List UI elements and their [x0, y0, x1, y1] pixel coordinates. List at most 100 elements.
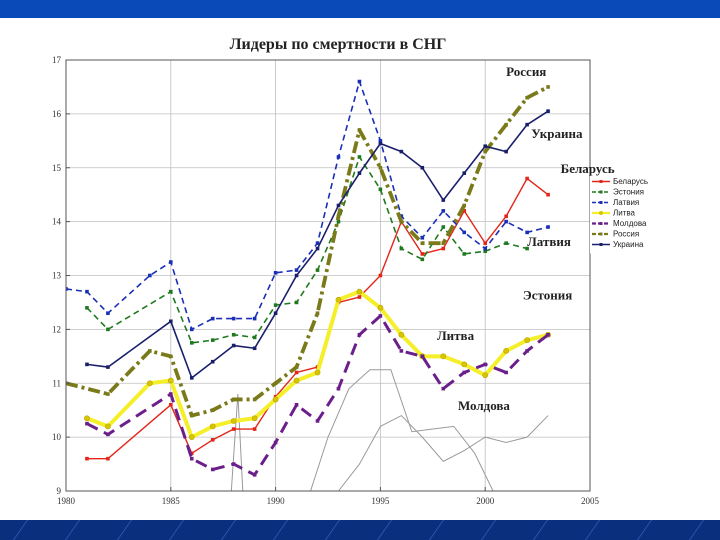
- point-belarus: [106, 456, 110, 461]
- point-belarus: [189, 451, 194, 456]
- point-ukraine: [315, 246, 320, 251]
- y-tick-label: 16: [52, 109, 62, 119]
- bottom-bar-stripe: [168, 520, 185, 540]
- point-ukraine: [462, 171, 467, 175]
- point-latvia: [483, 246, 487, 251]
- point-moldova: [231, 462, 236, 466]
- series-label-estonia: Эстония: [523, 288, 572, 303]
- point-estonia: [85, 306, 89, 310]
- point-russia: [399, 219, 404, 224]
- point-russia: [294, 365, 299, 369]
- point-belarus: [252, 427, 257, 431]
- point-russia: [106, 392, 110, 396]
- x-tick-label: 1995: [371, 496, 390, 506]
- legend-marker-russia: [599, 232, 603, 236]
- bottom-bar-stripe: [64, 520, 81, 540]
- point-estonia: [504, 241, 508, 245]
- series-label-lithuania: Литва: [437, 328, 475, 343]
- point-lithuania: [377, 304, 384, 311]
- point-lithuania: [209, 423, 216, 430]
- legend-marker-estonia: [599, 190, 603, 194]
- point-estonia: [189, 341, 194, 345]
- point-estonia: [294, 300, 299, 305]
- point-latvia: [336, 155, 341, 159]
- point-moldova: [357, 332, 362, 337]
- point-estonia: [231, 332, 236, 337]
- point-belarus: [462, 209, 467, 213]
- point-latvia: [169, 260, 173, 264]
- point-estonia: [441, 225, 446, 229]
- bottom-bar-stripe: [220, 520, 237, 540]
- series-label-belarus: Беларусь: [561, 161, 615, 176]
- point-ukraine: [336, 203, 341, 208]
- series-line-russia: [66, 85, 549, 418]
- point-lithuania: [314, 369, 321, 376]
- legend-label-belarus: Беларусь: [613, 177, 648, 186]
- bottom-bar-stripe: [636, 520, 653, 540]
- point-ukraine: [252, 346, 257, 351]
- point-latvia: [210, 316, 215, 321]
- point-moldova: [210, 467, 215, 472]
- point-russia: [148, 349, 152, 353]
- point-latvia: [504, 219, 508, 224]
- point-russia: [420, 241, 425, 245]
- point-ukraine: [273, 311, 278, 316]
- legend-marker-lithuania: [599, 211, 603, 215]
- point-estonia: [169, 289, 173, 294]
- point-latvia: [399, 214, 404, 219]
- series-label-ukraine: Украина: [531, 126, 583, 141]
- point-lithuania: [461, 361, 468, 368]
- series-label-russia: Россия: [506, 64, 546, 79]
- point-latvia: [462, 230, 467, 235]
- series-line-belarus: [86, 177, 549, 460]
- point-lithuania: [503, 348, 510, 354]
- point-estonia: [378, 187, 383, 192]
- y-tick-label: 12: [52, 324, 61, 334]
- point-lithuania: [440, 353, 447, 360]
- point-moldova: [273, 440, 278, 445]
- point-russia: [273, 381, 278, 386]
- chart-axes: 1980 1985 1990 1995 2000 2005 9 10 11 12 13 14 15 16 1…: [52, 55, 600, 506]
- point-lithuania: [398, 331, 405, 338]
- bottom-bar-stripe: [272, 520, 289, 540]
- point-lithuania: [146, 380, 153, 387]
- point-estonia: [483, 249, 487, 254]
- point-moldova: [252, 473, 257, 477]
- point-moldova: [420, 354, 425, 359]
- chart-noise-lines: [230, 369, 549, 491]
- point-ukraine: [399, 149, 404, 154]
- series-line-estonia: [86, 156, 528, 344]
- bottom-bar-stripe: [532, 520, 549, 540]
- point-russia: [169, 354, 173, 359]
- point-lithuania: [272, 396, 279, 403]
- y-tick-label: 11: [52, 378, 61, 388]
- chart-series-labels: Беларусь Эстония Латвия Литва Молдова Россия У…: [437, 64, 615, 413]
- legend-marker-latvia: [599, 201, 603, 204]
- point-ukraine: [504, 149, 508, 154]
- point-estonia: [336, 219, 341, 224]
- legend-marker-moldova: [599, 222, 603, 225]
- point-moldova: [546, 332, 550, 337]
- point-moldova: [399, 349, 404, 353]
- point-latvia: [546, 225, 550, 229]
- noise-line: [338, 414, 549, 491]
- point-russia: [210, 408, 215, 412]
- point-estonia: [357, 155, 362, 159]
- point-latvia: [525, 230, 529, 235]
- point-russia: [231, 397, 236, 402]
- point-moldova: [336, 386, 341, 391]
- y-tick-label: 9: [57, 486, 62, 496]
- point-estonia: [252, 335, 257, 340]
- point-latvia: [66, 287, 68, 291]
- point-moldova: [504, 370, 508, 375]
- point-moldova: [85, 421, 89, 426]
- point-moldova: [441, 386, 446, 391]
- point-moldova: [106, 432, 110, 437]
- bottom-bar-stripe: [116, 520, 133, 540]
- point-ukraine: [85, 362, 89, 367]
- point-latvia: [85, 289, 89, 294]
- point-latvia: [252, 316, 257, 321]
- series-line-moldova: [86, 314, 549, 477]
- point-lithuania: [167, 377, 174, 384]
- bottom-bar-stripe: [376, 520, 393, 540]
